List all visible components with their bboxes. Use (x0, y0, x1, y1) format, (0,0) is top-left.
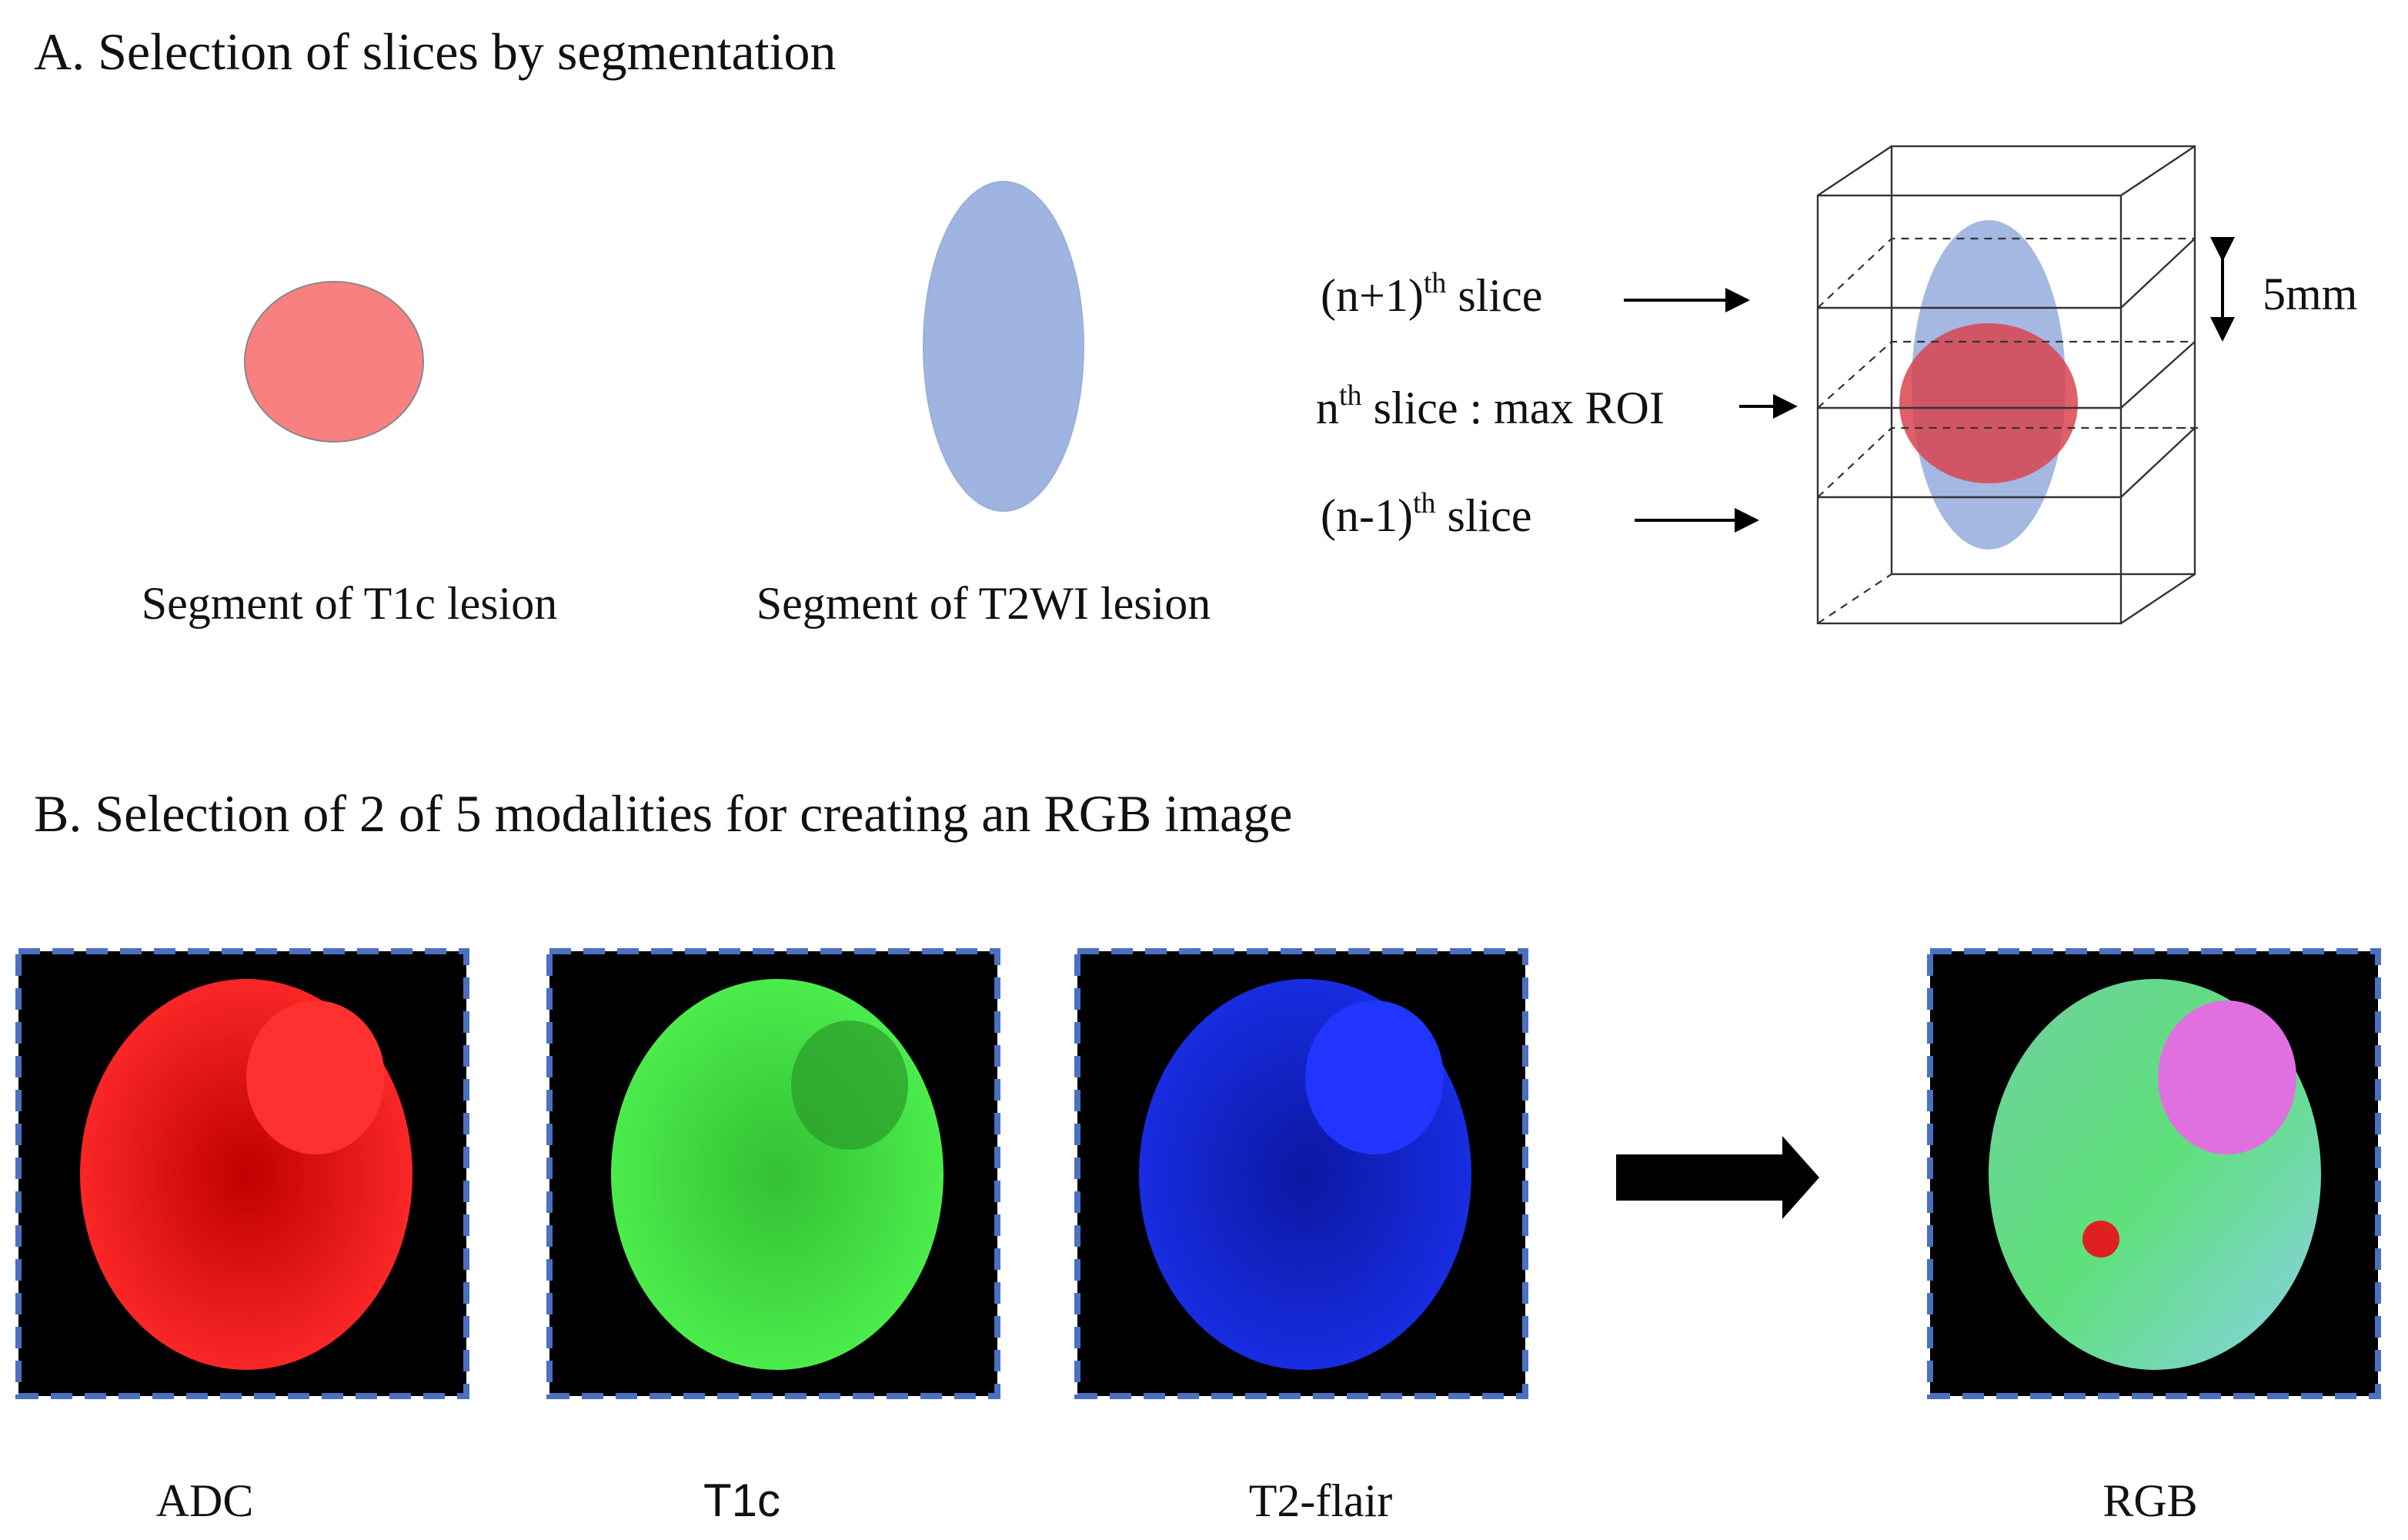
slice-label: (n-1)th slice (1321, 487, 1531, 541)
rgb-image (1927, 948, 2381, 1399)
section-title: A. Selection of slices by segmentation (34, 22, 836, 81)
slice-prefix: (n+1) (1321, 270, 1424, 321)
slice-suffix: slice (1446, 270, 1542, 321)
image-label: ADC (156, 1475, 254, 1526)
segment-label: Segment of T2WI lesion (756, 578, 1211, 629)
slice-sup: th (1424, 267, 1447, 299)
adc-image (15, 948, 469, 1399)
thickness-label: 5mm (2263, 269, 2357, 319)
segment-label: Segment of T1c lesion (142, 578, 557, 629)
image-label: T2-flair (1249, 1475, 1393, 1526)
volume-box (1816, 145, 2201, 625)
t2-flair-image (1074, 948, 1528, 1399)
slice-suffix: slice : max ROI (1362, 382, 1665, 433)
slice-suffix: slice (1436, 490, 1532, 541)
big-arrow (1616, 1136, 1819, 1219)
slice-sup: th (1339, 379, 1362, 412)
slice-prefix: n (1316, 382, 1339, 433)
image-label: RGB (2102, 1475, 2197, 1526)
slice-sup: th (1413, 487, 1436, 519)
slice-label: nth slice : max ROI (1316, 379, 1665, 433)
slice-prefix: (n-1) (1321, 490, 1413, 541)
t1c-segment (244, 281, 424, 443)
t2wi-segment (923, 181, 1084, 512)
image-label: T1c (703, 1475, 780, 1526)
slice-label: (n+1)th slice (1321, 267, 1542, 321)
t1c-image (546, 948, 1000, 1399)
section-title: B. Selection of 2 of 5 modalities for cr… (34, 784, 1292, 843)
